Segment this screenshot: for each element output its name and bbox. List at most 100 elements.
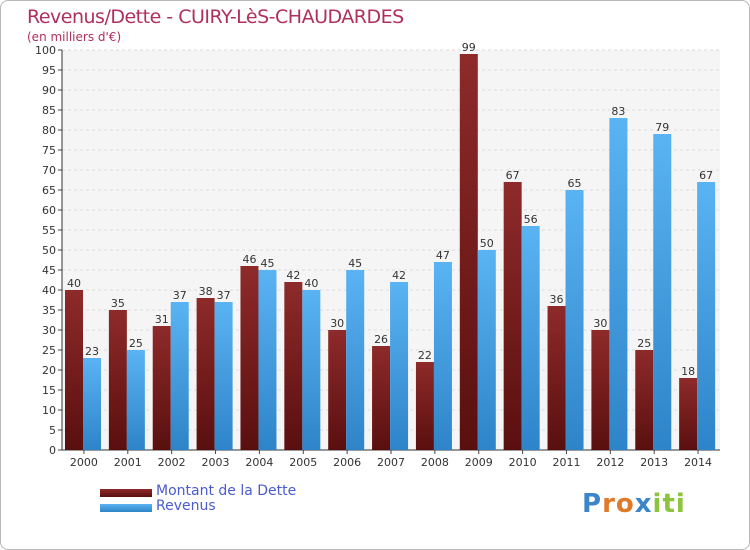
x-tick-label: 2005 xyxy=(289,456,317,469)
bar-revenus-2004 xyxy=(258,270,277,450)
data-label-dette-2004: 46 xyxy=(242,253,256,266)
x-tick-label: 2007 xyxy=(377,456,405,469)
data-label-revenus-2003: 37 xyxy=(217,289,231,302)
data-label-dette-2012: 30 xyxy=(593,317,607,330)
y-tick-label: 30 xyxy=(42,324,56,337)
legend-label-revenus: Revenus xyxy=(156,498,216,514)
bar-revenus-2006 xyxy=(346,270,365,450)
y-tick-label: 20 xyxy=(42,364,56,377)
y-tick-label: 45 xyxy=(42,264,56,277)
y-tick-label: 55 xyxy=(42,224,56,237)
bar-dette-2000 xyxy=(65,290,83,450)
logo-letter: o xyxy=(615,489,635,519)
data-label-revenus-2010: 56 xyxy=(524,213,538,226)
bar-dette-2014 xyxy=(679,378,698,450)
bar-dette-2007 xyxy=(372,346,391,450)
x-tick-label: 2004 xyxy=(245,456,273,469)
x-tick-label: 2014 xyxy=(684,456,712,469)
logo-letter: x xyxy=(634,489,653,519)
bar-dette-2004 xyxy=(240,266,259,450)
data-label-dette-2003: 38 xyxy=(199,285,213,298)
bar-dette-2009 xyxy=(459,54,478,450)
bar-revenus-2008 xyxy=(433,262,452,450)
y-tick-label: 90 xyxy=(42,84,56,97)
y-tick-label: 80 xyxy=(42,124,56,137)
data-label-dette-2009: 99 xyxy=(462,41,476,54)
bar-dette-2013 xyxy=(635,350,654,450)
data-label-revenus-2012: 83 xyxy=(611,105,625,118)
data-label-dette-2005: 42 xyxy=(286,269,300,282)
y-tick-label: 0 xyxy=(49,444,56,457)
proxiti-logo: Proxiti xyxy=(582,489,686,519)
data-label-revenus-2013: 79 xyxy=(655,121,669,134)
bar-dette-2008 xyxy=(415,362,434,450)
legend-swatch-dette xyxy=(100,489,152,497)
bar-revenus-2000 xyxy=(83,358,101,450)
bar-revenus-2007 xyxy=(390,282,409,450)
legend-swatch-revenus xyxy=(100,504,152,512)
bar-dette-2012 xyxy=(591,330,610,450)
data-label-dette-2013: 25 xyxy=(637,337,651,350)
data-label-dette-2006: 30 xyxy=(330,317,344,330)
bar-revenus-2003 xyxy=(214,302,233,450)
x-tick-label: 2002 xyxy=(158,456,186,469)
data-label-revenus-2004: 45 xyxy=(260,257,274,270)
data-label-revenus-2008: 47 xyxy=(436,249,450,262)
bar-revenus-2011 xyxy=(565,190,584,450)
data-label-dette-2011: 36 xyxy=(550,293,564,306)
bar-dette-2011 xyxy=(547,306,566,450)
legend-label-dette: Montant de la Dette xyxy=(156,483,297,499)
bar-revenus-2012 xyxy=(609,118,628,450)
bar-revenus-2002 xyxy=(170,302,189,450)
bar-revenus-2013 xyxy=(653,134,672,450)
y-tick-label: 50 xyxy=(42,244,56,257)
bar-dette-2005 xyxy=(284,282,303,450)
y-tick-label: 95 xyxy=(42,64,56,77)
bar-dette-2002 xyxy=(152,326,171,450)
bar-revenus-2001 xyxy=(126,350,145,450)
data-label-dette-2001: 35 xyxy=(111,297,125,310)
chart-title: Revenus/Dette - CUIRY-LèS-CHAUDARDES xyxy=(27,6,404,28)
data-label-dette-2010: 67 xyxy=(506,169,520,182)
x-tick-label: 2006 xyxy=(333,456,361,469)
data-label-revenus-2014: 67 xyxy=(699,169,713,182)
logo-letter: r xyxy=(602,489,616,519)
x-tick-label: 2012 xyxy=(596,456,624,469)
y-tick-label: 75 xyxy=(42,144,56,157)
data-label-dette-2014: 18 xyxy=(681,365,695,378)
y-tick-label: 40 xyxy=(42,284,56,297)
y-tick-label: 65 xyxy=(42,184,56,197)
bar-revenus-2009 xyxy=(477,250,496,450)
data-label-dette-2002: 31 xyxy=(155,313,169,326)
y-tick-label: 35 xyxy=(42,304,56,317)
logo-letter: t xyxy=(662,489,676,519)
bar-dette-2006 xyxy=(328,330,347,450)
data-label-revenus-2006: 45 xyxy=(348,257,362,270)
data-label-revenus-2007: 42 xyxy=(392,269,406,282)
data-label-revenus-2011: 65 xyxy=(568,177,582,190)
bar-revenus-2014 xyxy=(697,182,716,450)
data-label-revenus-2001: 25 xyxy=(129,337,143,350)
data-label-revenus-2005: 40 xyxy=(304,277,318,290)
x-tick-label: 2001 xyxy=(114,456,142,469)
data-label-dette-2000: 40 xyxy=(67,277,81,290)
x-tick-label: 2010 xyxy=(509,456,537,469)
y-tick-label: 15 xyxy=(42,384,56,397)
data-label-revenus-2002: 37 xyxy=(173,289,187,302)
data-label-dette-2008: 22 xyxy=(418,349,432,362)
x-tick-label: 2013 xyxy=(640,456,668,469)
x-tick-label: 2003 xyxy=(202,456,230,469)
x-tick-label: 2008 xyxy=(421,456,449,469)
y-tick-label: 60 xyxy=(42,204,56,217)
y-tick-label: 100 xyxy=(35,44,56,57)
data-label-revenus-2009: 50 xyxy=(480,237,494,250)
y-tick-label: 10 xyxy=(42,404,56,417)
data-label-revenus-2000: 23 xyxy=(85,345,99,358)
bar-dette-2001 xyxy=(108,310,127,450)
logo-letter: i xyxy=(675,489,686,519)
logo-letter: P xyxy=(582,489,603,519)
y-tick-label: 70 xyxy=(42,164,56,177)
bar-dette-2003 xyxy=(196,298,215,450)
y-tick-label: 85 xyxy=(42,104,56,117)
